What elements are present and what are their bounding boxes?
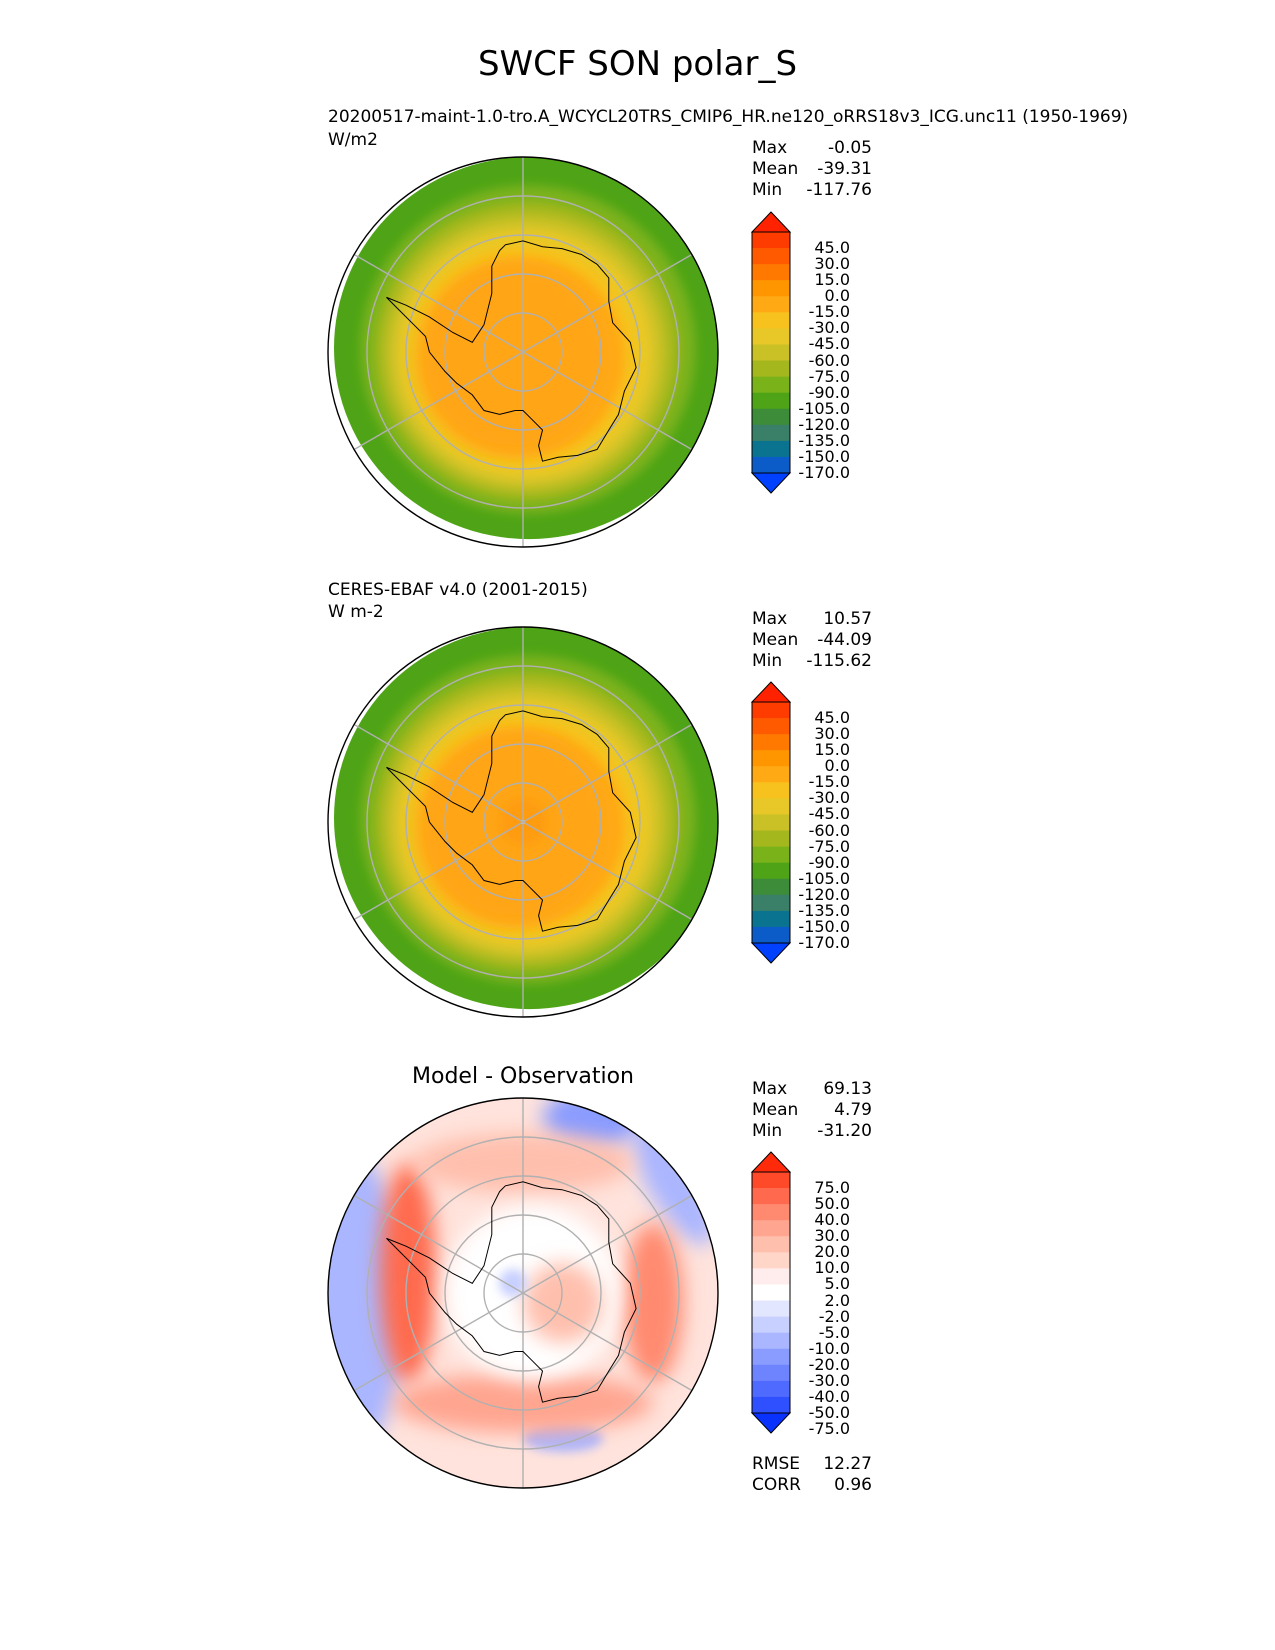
figure-title: SWCF SON polar_S xyxy=(477,44,798,84)
stat-value: -115.62 xyxy=(806,651,872,671)
stat-value: 4.79 xyxy=(834,1100,872,1120)
stat-label: Mean xyxy=(752,159,799,179)
panel-diff-title: Model - Observation xyxy=(412,1064,634,1089)
colorbar-tick-label: 30.0 xyxy=(814,1226,850,1246)
polar-map-test xyxy=(327,156,719,548)
panel-ref-units: W m-2 xyxy=(328,602,384,622)
colorbar-tick-label: -135.0 xyxy=(798,900,850,920)
colorbar-tick-label: -120.0 xyxy=(798,414,850,434)
colorbar-tick-label: -45.0 xyxy=(808,334,850,354)
colorbar-tick-label: -105.0 xyxy=(798,398,850,418)
colorbar-tick-label: 50.0 xyxy=(814,1194,850,1214)
colorbar-tick-label: -170.0 xyxy=(798,933,850,952)
colorbar-tick-label: -30.0 xyxy=(808,1370,850,1390)
colorbar-tick-label: 0.0 xyxy=(824,286,850,306)
colorbar-tick-label: -15.0 xyxy=(808,772,850,792)
panel-test-title: 20200517-maint-1.0-tro.A_WCYCL20TRS_CMIP… xyxy=(328,107,1129,127)
stat-label: Min xyxy=(752,1121,783,1141)
polar-map-diff xyxy=(327,1097,719,1489)
stat-value: 69.13 xyxy=(823,1079,872,1099)
colorbar-tick-label: 15.0 xyxy=(814,270,850,290)
colorbar-tick-label: 10.0 xyxy=(814,1258,850,1278)
colorbar-tick-label: 0.0 xyxy=(824,756,850,776)
stat-label: Max xyxy=(752,138,788,158)
colorbar-tick-label: -45.0 xyxy=(808,804,850,824)
stat-label: Min xyxy=(752,180,783,200)
colorbar-tick-label: -5.0 xyxy=(818,1322,850,1342)
colorbar-tick-label: -150.0 xyxy=(798,446,850,466)
colorbar-tick-label: -50.0 xyxy=(808,1403,850,1422)
metric-label: CORR xyxy=(752,1475,801,1495)
colorbar-tick-label: 30.0 xyxy=(814,254,850,274)
colorbar-tick-label: -170.0 xyxy=(798,463,850,482)
colorbar-tick-label: -40.0 xyxy=(808,1386,850,1406)
panel-test-units: W/m2 xyxy=(328,130,378,150)
colorbar-tick-label: 5.0 xyxy=(824,1274,850,1294)
colorbar-tick-label: -30.0 xyxy=(808,788,850,808)
colorbar-tick-label: -15.0 xyxy=(808,302,850,322)
colorbar-tick-label: -60.0 xyxy=(808,350,850,370)
metric-label: RMSE xyxy=(752,1454,801,1474)
colorbar-tick-label: -60.0 xyxy=(808,820,850,840)
colorbar-tick-label: -2.0 xyxy=(818,1306,850,1326)
colorbar-tick-label: -90.0 xyxy=(808,852,850,872)
panel-ref-title: CERES-EBAF v4.0 (2001-2015) xyxy=(328,580,588,600)
colorbar-tick-label: 20.0 xyxy=(814,1242,850,1262)
colorbar-tick-label: 45.0 xyxy=(814,238,850,258)
colorbar-tick-label: -135.0 xyxy=(798,430,850,450)
stat-value: -31.20 xyxy=(817,1121,872,1141)
colorbar-tick-label: -75.0 xyxy=(808,836,850,856)
polar-map-ref xyxy=(327,626,719,1018)
stat-value: 10.57 xyxy=(823,609,872,629)
metric-value: 12.27 xyxy=(823,1454,872,1474)
colorbar-tick-label: -120.0 xyxy=(798,884,850,904)
stat-label: Mean xyxy=(752,1100,799,1120)
colorbar-tick-label: 45.0 xyxy=(814,708,850,728)
stat-label: Mean xyxy=(752,630,799,650)
metric-value: 0.96 xyxy=(834,1475,872,1495)
colorbar-tick-label: 75.0 xyxy=(814,1178,850,1198)
stat-label: Max xyxy=(752,609,788,629)
colorbar-tick-label: -105.0 xyxy=(798,868,850,888)
colorbar-tick-label: -10.0 xyxy=(808,1338,850,1358)
colorbar-tick-label: -90.0 xyxy=(808,382,850,402)
colorbar-tick-label: 15.0 xyxy=(814,740,850,760)
colorbar-tick-label: -20.0 xyxy=(808,1354,850,1374)
colorbar-tick-label: -75.0 xyxy=(808,1419,850,1439)
colorbar-tick-label: -150.0 xyxy=(798,916,850,936)
stat-value: -44.09 xyxy=(817,630,872,650)
colorbar-tick-label: 2.0 xyxy=(824,1290,850,1310)
colorbar-test xyxy=(750,211,792,494)
colorbar-ref xyxy=(750,681,792,964)
colorbar-tick-label: 30.0 xyxy=(814,724,850,744)
stat-label: Max xyxy=(752,1079,788,1099)
stat-value: -0.05 xyxy=(828,138,872,158)
colorbar-tick-label: 40.0 xyxy=(814,1210,850,1230)
colorbar-diff xyxy=(750,1151,792,1434)
stat-value: -117.76 xyxy=(806,180,872,200)
stat-label: Min xyxy=(752,651,783,671)
stat-value: -39.31 xyxy=(817,159,872,179)
colorbar-tick-label: -75.0 xyxy=(808,366,850,386)
colorbar-tick-label: -30.0 xyxy=(808,318,850,338)
